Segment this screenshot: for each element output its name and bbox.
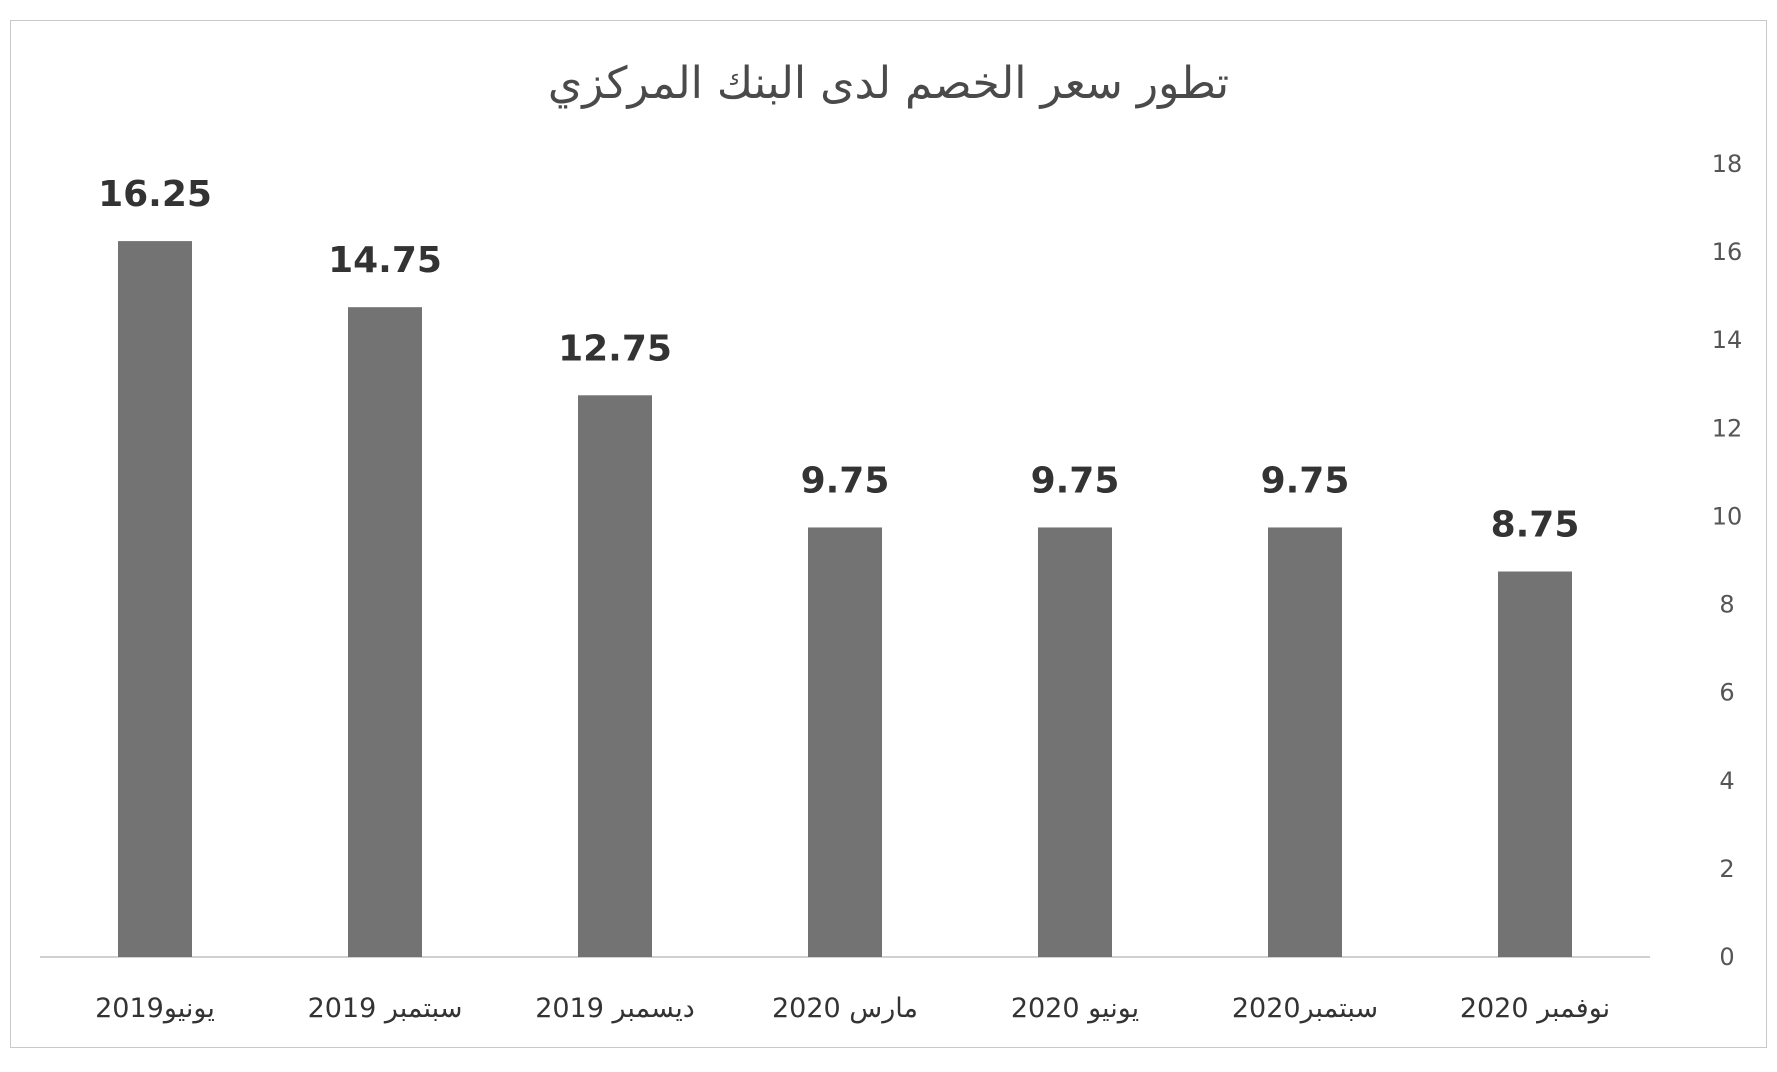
bar — [118, 241, 192, 957]
category-label: يونيو2019 — [95, 993, 215, 1024]
bar — [348, 307, 422, 957]
y-tick-label: 8 — [1719, 591, 1734, 619]
bar — [578, 395, 652, 958]
y-tick-label: 18 — [1712, 150, 1743, 178]
bar — [1268, 527, 1342, 957]
y-tick-label: 2 — [1719, 855, 1734, 883]
data-label: 8.75 — [1491, 505, 1580, 546]
data-label: 12.75 — [558, 328, 672, 369]
category-label: سبتمبر 2019 — [308, 993, 463, 1024]
y-tick-label: 0 — [1719, 943, 1734, 971]
category-label: يونيو 2020 — [1011, 993, 1139, 1024]
category-label: سبتمبر2020 — [1232, 993, 1378, 1024]
data-label: 9.75 — [801, 460, 890, 501]
category-label: مارس 2020 — [772, 993, 918, 1024]
category-label: نوفمبر 2020 — [1460, 993, 1610, 1024]
y-tick-label: 16 — [1712, 238, 1743, 266]
data-label: 9.75 — [1031, 460, 1120, 501]
data-label: 9.75 — [1261, 460, 1350, 501]
y-tick-label: 6 — [1719, 679, 1734, 707]
bar — [808, 527, 882, 957]
y-tick-label: 14 — [1712, 326, 1743, 354]
bar — [1498, 571, 1572, 957]
chart-title: تطور سعر الخصم لدى البنك المركزي — [547, 58, 1230, 109]
category-label: ديسمبر 2019 — [535, 993, 695, 1024]
bar — [1038, 527, 1112, 957]
chart-frame — [10, 20, 1767, 1048]
data-label: 14.75 — [328, 240, 442, 281]
data-label: 16.25 — [98, 174, 212, 215]
y-tick-label: 10 — [1712, 502, 1743, 530]
y-tick-label: 4 — [1719, 767, 1734, 795]
y-tick-label: 12 — [1712, 414, 1743, 442]
